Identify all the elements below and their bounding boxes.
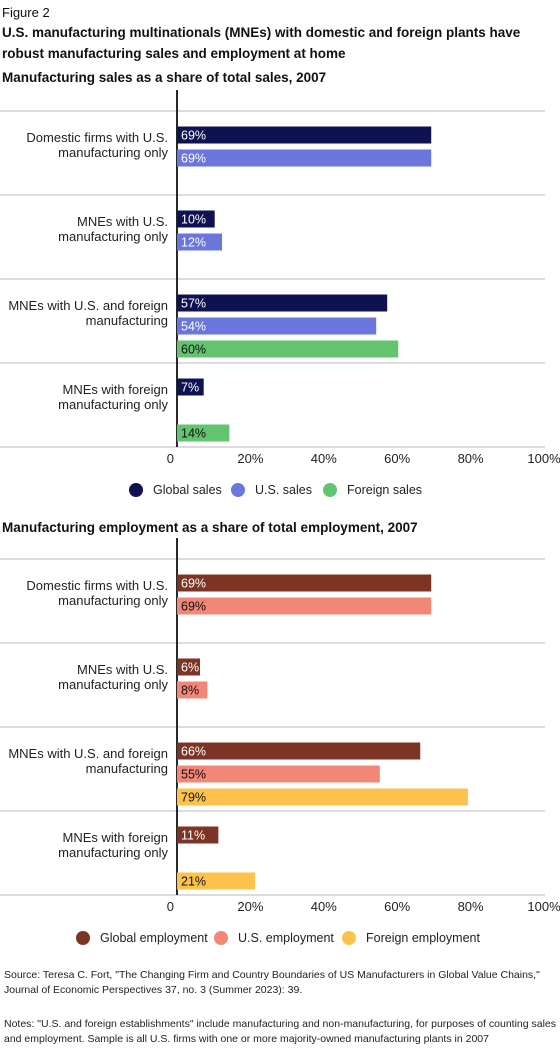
bar (177, 424, 230, 442)
figure-label: Figure 2 (2, 5, 50, 20)
bar (177, 742, 421, 760)
legend-label: Foreign employment (366, 931, 480, 945)
category-label-line: MNEs with U.S. (77, 214, 168, 229)
data-label: 14% (181, 427, 206, 441)
category-label-line: MNEs with U.S. and foreign (8, 746, 168, 761)
x-tick-label: 60% (384, 451, 410, 466)
category-label-line: Domestic firms with U.S. (26, 578, 168, 593)
bar (177, 765, 380, 783)
bar (177, 210, 215, 228)
data-label: 10% (181, 213, 206, 227)
legend-label: U.S. sales (255, 483, 312, 497)
data-label: 12% (181, 236, 206, 250)
bar (177, 149, 432, 167)
category-label: MNEs with U.S. manufacturing only (58, 214, 168, 244)
bar (177, 788, 468, 806)
data-label: 6% (181, 661, 199, 675)
bar (177, 826, 219, 844)
bar (177, 317, 377, 335)
x-tick-label: 20% (237, 899, 263, 914)
category-label-line: manufacturing only (58, 229, 168, 244)
category-label: MNEs with U.S. and foreign manufacturing (8, 298, 168, 328)
data-label: 69% (181, 152, 206, 166)
x-tick-label: 80% (458, 899, 484, 914)
data-label: 69% (181, 129, 206, 143)
x-tick-label: 40% (311, 899, 337, 914)
x-tick-label: 40% (311, 451, 337, 466)
category-label-line: manufacturing (86, 761, 168, 776)
legend-label: Global sales (153, 483, 222, 497)
category-label: Domestic firms with U.S. manufacturing on… (26, 578, 168, 608)
category-label: MNEs with foreign manufacturing only (58, 830, 168, 860)
category-label-line: manufacturing only (58, 593, 168, 608)
data-label: 54% (181, 320, 206, 334)
x-tick-label: 100% (527, 899, 560, 914)
category-label: MNEs with foreign manufacturing only (58, 382, 168, 412)
chart-sales: Domestic firms with U.S. manufacturing on… (0, 90, 560, 497)
x-tick-label: 20% (237, 451, 263, 466)
data-label: 57% (181, 297, 206, 311)
legend-label: Foreign sales (347, 483, 422, 497)
chart-employment: Domestic firms with U.S. manufacturing on… (0, 538, 560, 945)
category-label-line: manufacturing only (58, 845, 168, 860)
legend-swatch (342, 931, 356, 945)
legend-swatch (323, 483, 337, 497)
data-label: 21% (181, 875, 206, 889)
bar (177, 340, 399, 358)
category-label: MNEs with U.S. manufacturing only (58, 662, 168, 692)
category-label: Domestic firms with U.S. manufacturing on… (26, 130, 168, 160)
category-label-line: MNEs with foreign (63, 382, 168, 397)
category-label-line: MNEs with foreign (63, 830, 168, 845)
source-note: Source: Teresa C. Fort, "The Changing Fi… (4, 969, 540, 996)
legend-label: U.S. employment (238, 931, 334, 945)
legend-label: Global employment (100, 931, 208, 945)
category-label-line: manufacturing only (58, 397, 168, 412)
x-tick-label: 60% (384, 899, 410, 914)
bar (177, 872, 256, 890)
legend-swatch (129, 483, 143, 497)
data-label: 8% (181, 684, 199, 698)
legend-swatch (231, 483, 245, 497)
notes: Notes: "U.S. and foreign establishments"… (4, 1018, 557, 1045)
category-label-line: manufacturing only (58, 145, 168, 160)
data-label: 7% (181, 381, 199, 395)
bar (177, 597, 432, 615)
data-label: 79% (181, 791, 206, 805)
category-label-line: MNEs with U.S. (77, 662, 168, 677)
x-tick-label: 80% (458, 451, 484, 466)
bar (177, 378, 204, 396)
data-label: 69% (181, 600, 206, 614)
bar (177, 658, 201, 676)
chart-employment-title: Manufacturing employment as a share of t… (2, 520, 418, 535)
category-label: MNEs with U.S. and foreign manufacturing (8, 746, 168, 776)
data-label: 60% (181, 343, 206, 357)
legend-swatch (214, 931, 228, 945)
bar (177, 574, 432, 592)
bar (177, 681, 208, 699)
bar (177, 126, 432, 144)
chart-sales-title: Manufacturing sales as a share of total … (2, 70, 327, 85)
data-label: 66% (181, 745, 206, 759)
legend-swatch (76, 931, 90, 945)
category-label-line: MNEs with U.S. and foreign (8, 298, 168, 313)
category-label-line: manufacturing (86, 313, 168, 328)
bar (177, 233, 223, 251)
data-label: 11% (181, 829, 205, 843)
x-tick-label: 100% (527, 451, 560, 466)
x-tick-label: 0 (167, 899, 174, 914)
data-label: 55% (181, 768, 206, 782)
category-label-line: manufacturing only (58, 677, 168, 692)
x-tick-label: 0 (167, 451, 174, 466)
category-label-line: Domestic firms with U.S. (26, 130, 168, 145)
bar (177, 294, 388, 312)
data-label: 69% (181, 577, 206, 591)
figure-title: U.S. manufacturing multinationals (MNEs)… (2, 25, 521, 61)
